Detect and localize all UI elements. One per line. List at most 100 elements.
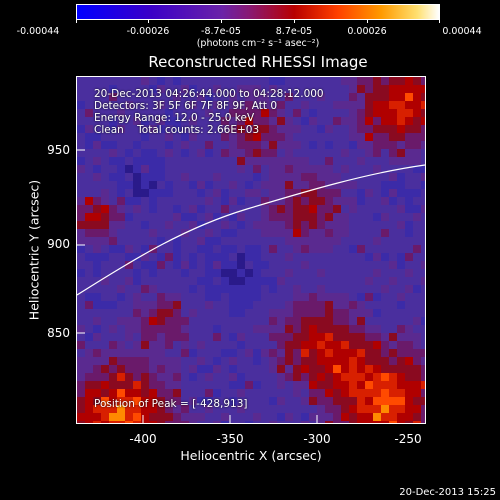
image-pixel	[349, 333, 357, 341]
image-pixel	[277, 269, 285, 277]
image-pixel	[317, 277, 325, 285]
image-pixel	[205, 237, 213, 245]
image-pixel	[253, 213, 261, 221]
image-pixel	[93, 165, 101, 173]
image-pixel	[365, 349, 373, 357]
image-pixel	[253, 301, 261, 309]
image-pixel	[317, 293, 325, 301]
image-pixel	[253, 389, 261, 397]
image-pixel	[125, 349, 133, 357]
image-pixel	[189, 293, 197, 301]
image-pixel	[293, 309, 301, 317]
image-pixel	[181, 149, 189, 157]
image-pixel	[341, 301, 349, 309]
image-pixel	[149, 381, 157, 389]
image-pixel	[221, 277, 229, 285]
image-pixel	[77, 125, 85, 133]
image-pixel	[261, 221, 269, 229]
image-pixel	[269, 157, 277, 165]
image-pixel	[165, 221, 173, 229]
image-pixel	[341, 317, 349, 325]
image-pixel	[309, 93, 317, 101]
image-pixel	[213, 405, 221, 413]
image-pixel	[221, 149, 229, 157]
image-pixel	[181, 245, 189, 253]
image-pixel	[125, 333, 133, 341]
image-pixel	[93, 309, 101, 317]
image-pixel	[261, 197, 269, 205]
image-pixel	[141, 93, 149, 101]
image-pixel	[101, 261, 109, 269]
image-pixel	[181, 213, 189, 221]
image-pixel	[221, 173, 229, 181]
image-pixel	[405, 165, 413, 173]
image-pixel	[365, 229, 373, 237]
image-pixel	[405, 117, 413, 125]
image-pixel	[157, 157, 165, 165]
image-pixel	[397, 285, 405, 293]
image-pixel	[253, 117, 261, 125]
image-pixel	[165, 333, 173, 341]
image-pixel	[221, 253, 229, 261]
image-pixel	[117, 109, 125, 117]
image-pixel	[149, 341, 157, 349]
image-pixel	[221, 317, 229, 325]
image-pixel	[357, 133, 365, 141]
image-pixel	[341, 181, 349, 189]
image-pixel	[381, 245, 389, 253]
image-pixel	[149, 133, 157, 141]
image-pixel	[421, 317, 425, 325]
image-pixel	[93, 277, 101, 285]
image-pixel	[381, 357, 389, 365]
image-pixel	[133, 149, 141, 157]
image-pixel	[149, 269, 157, 277]
image-pixel	[349, 149, 357, 157]
image-pixel	[229, 141, 237, 149]
image-pixel	[341, 77, 349, 85]
image-pixel	[405, 397, 413, 405]
image-pixel	[325, 245, 333, 253]
image-pixel	[365, 93, 373, 101]
image-pixel	[165, 149, 173, 157]
image-pixel	[301, 261, 309, 269]
image-pixel	[421, 205, 425, 213]
image-pixel	[405, 349, 413, 357]
image-pixel	[317, 269, 325, 277]
image-pixel	[173, 293, 181, 301]
image-pixel	[357, 397, 365, 405]
image-pixel	[317, 125, 325, 133]
image-pixel	[77, 365, 85, 373]
colorbar-units: (photons cm⁻² s⁻¹ asec⁻²)	[196, 38, 320, 49]
image-pixel	[349, 221, 357, 229]
image-pixel	[213, 245, 221, 253]
image-pixel	[381, 205, 389, 213]
image-pixel	[301, 413, 309, 421]
image-pixel	[333, 397, 341, 405]
plot-ticks	[77, 149, 318, 423]
image-pixel	[133, 397, 141, 405]
image-pixel	[77, 157, 85, 165]
image-pixel	[221, 381, 229, 389]
image-pixel	[221, 165, 229, 173]
image-pixel	[229, 405, 237, 413]
image-pixel	[221, 77, 229, 85]
image-pixel	[141, 157, 149, 165]
image-pixel	[229, 133, 237, 141]
image-pixel	[357, 269, 365, 277]
image-pixel	[85, 317, 93, 325]
image-pixel	[165, 261, 173, 269]
image-pixel	[373, 149, 381, 157]
image-pixel	[261, 389, 269, 397]
image-pixel	[133, 357, 141, 365]
image-pixel	[357, 333, 365, 341]
image-pixel	[197, 397, 205, 405]
image-pixel	[165, 341, 173, 349]
image-pixel	[85, 197, 93, 205]
image-pixel	[349, 277, 357, 285]
image-pixel	[333, 229, 341, 237]
image-pixel	[101, 173, 109, 181]
image-pixel	[181, 141, 189, 149]
image-pixel	[341, 213, 349, 221]
image-pixel	[165, 293, 173, 301]
image-pixel	[333, 373, 341, 381]
